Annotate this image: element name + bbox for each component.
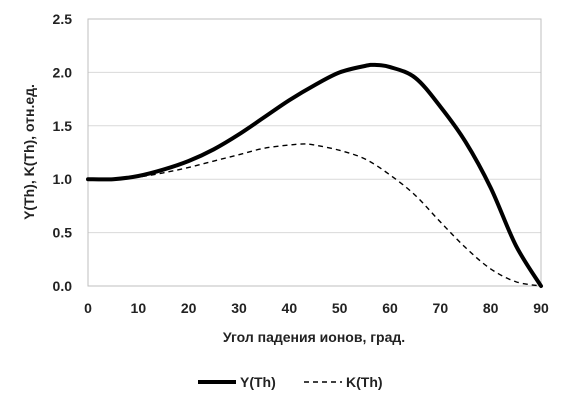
x-tick-label: 50 [332,300,348,316]
x-axis-tick-labels: 0 10 20 30 40 50 60 70 80 90 [84,300,549,316]
x-tick-label: 40 [282,300,298,316]
y-tick-label: 1.0 [53,171,73,187]
x-tick-label: 30 [231,300,247,316]
legend-label: Y(Th) [240,374,276,390]
x-tick-label: 80 [483,300,499,316]
plot-area-border [87,18,542,287]
x-tick-label: 20 [181,300,197,316]
y-tick-label: 0.0 [53,278,73,294]
series-line-y-th [86,62,543,288]
x-tick-label: 10 [131,300,147,316]
series-lines [86,62,543,288]
y-tick-label: 0.5 [53,225,73,241]
plot-frame [87,18,542,287]
series-line-k-th [87,143,542,287]
y-tick-label: 2.5 [53,11,73,27]
y-tick-label: 2.0 [53,64,73,80]
x-axis-label: Угол падения ионов, град. [223,329,405,345]
x-tick-label: 0 [84,300,92,316]
x-tick-label: 70 [433,300,449,316]
legend-label: K(Th) [346,374,383,390]
x-tick-label: 60 [382,300,398,316]
legend: Y(Th) K(Th) [198,374,383,390]
y-axis-tick-labels: 0.0 0.5 1.0 1.5 2.0 2.5 [53,11,73,294]
y-axis-label: Y(Th), K(Th), отн.ед. [21,84,37,220]
y-tick-label: 1.5 [53,118,73,134]
x-tick-label: 90 [533,300,549,316]
